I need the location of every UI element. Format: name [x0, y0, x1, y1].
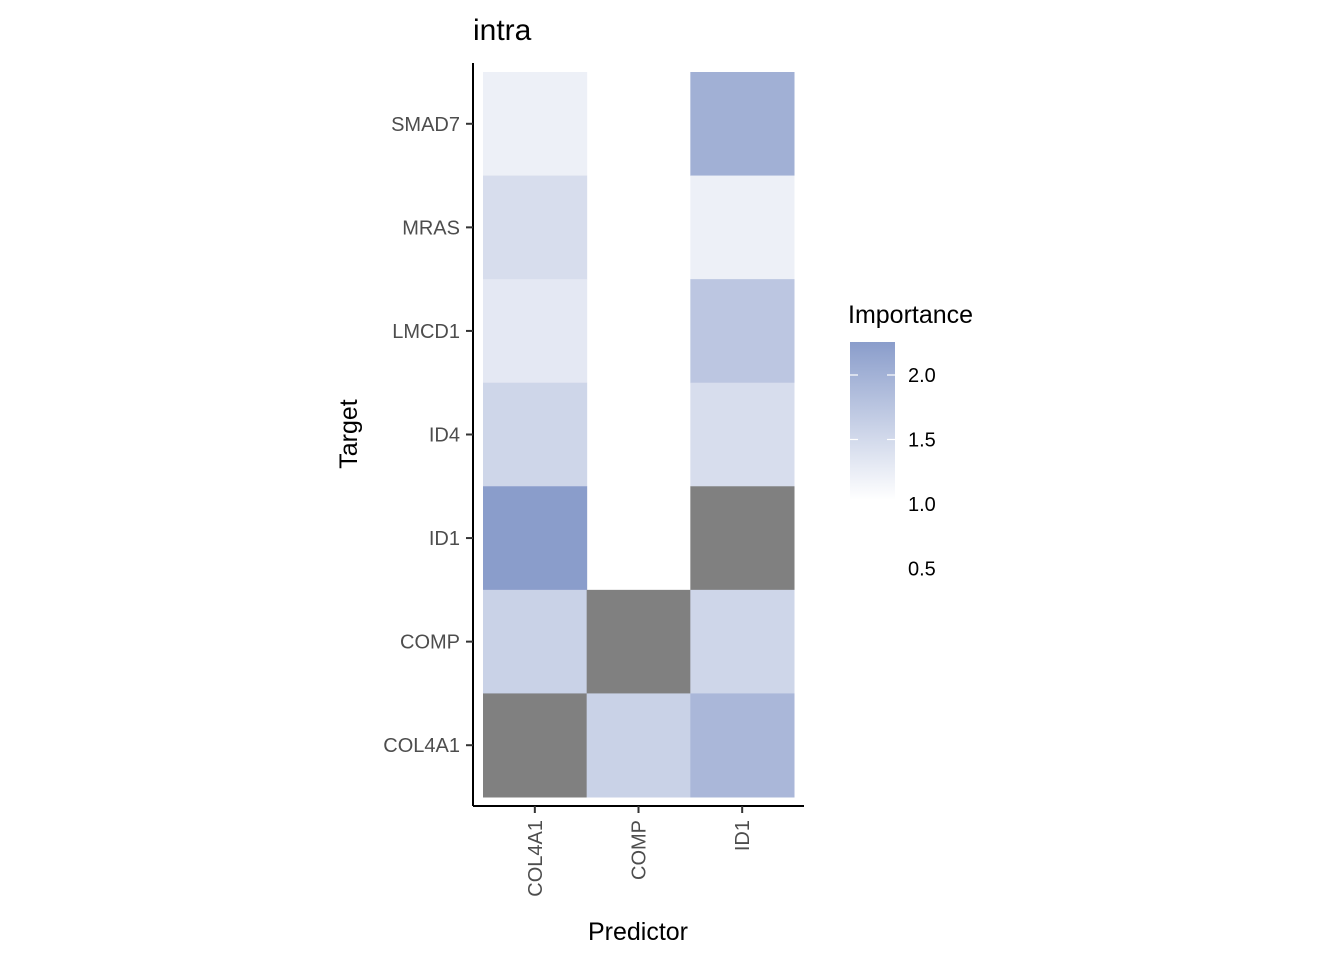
heatmap-cell-id1-mras	[690, 175, 795, 280]
y-tick-label: ID1	[429, 528, 460, 550]
y-tick-label: SMAD7	[391, 114, 460, 136]
heatmap-cell-id1-smad7	[690, 72, 795, 177]
heatmap-cell-id1-id1	[690, 486, 795, 591]
heatmap-cell-comp-comp	[586, 589, 691, 694]
x-axis-ticks: COL4A1 COMP ID1	[525, 806, 754, 897]
x-tick-label: ID1	[732, 820, 754, 851]
legend-tick-label: 1.5	[908, 430, 936, 452]
chart-title: intra	[473, 14, 532, 47]
legend-ticks: 2.0 1.5 1.0 0.5	[850, 365, 936, 581]
x-tick-label: COL4A1	[525, 820, 547, 897]
heatmap-cells	[483, 72, 795, 798]
y-tick-label: COL4A1	[383, 735, 460, 757]
heatmap-cell-col4a1-lmcd1	[483, 279, 588, 384]
legend-colorbar	[850, 342, 895, 500]
heatmap-cell-id1-col4a1	[690, 693, 795, 798]
y-tick-label: MRAS	[402, 217, 460, 239]
x-axis-title: Predictor	[588, 918, 688, 946]
heatmap-cell-col4a1-smad7	[483, 72, 588, 177]
y-axis-title: Target	[335, 399, 363, 469]
y-tick-label: ID4	[429, 424, 460, 446]
heatmap-cell-col4a1-mras	[483, 175, 588, 280]
heatmap-cell-col4a1-col4a1	[483, 693, 588, 798]
legend-title: Importance	[848, 301, 973, 329]
heatmap-cell-comp-col4a1	[586, 693, 691, 798]
heatmap-cell-col4a1-comp	[483, 589, 588, 694]
legend-tick-label: 2.0	[908, 365, 936, 387]
y-axis-ticks: COL4A1 COMP ID1 ID4 LMCD1 MRAS SMAD7	[383, 114, 473, 757]
y-tick-label: LMCD1	[392, 321, 460, 343]
heatmap-cell-col4a1-id4	[483, 382, 588, 487]
y-tick-label: COMP	[400, 632, 460, 654]
heatmap-cell-id1-lmcd1	[690, 279, 795, 384]
heatmap-cell-id1-comp	[690, 589, 795, 694]
legend-tick-label: 1.0	[908, 494, 936, 516]
heatmap-cell-col4a1-id1	[483, 486, 588, 591]
legend-tick-label: 0.5	[908, 559, 936, 581]
heatmap-cell-id1-id4	[690, 382, 795, 487]
x-tick-label: COMP	[629, 820, 651, 880]
